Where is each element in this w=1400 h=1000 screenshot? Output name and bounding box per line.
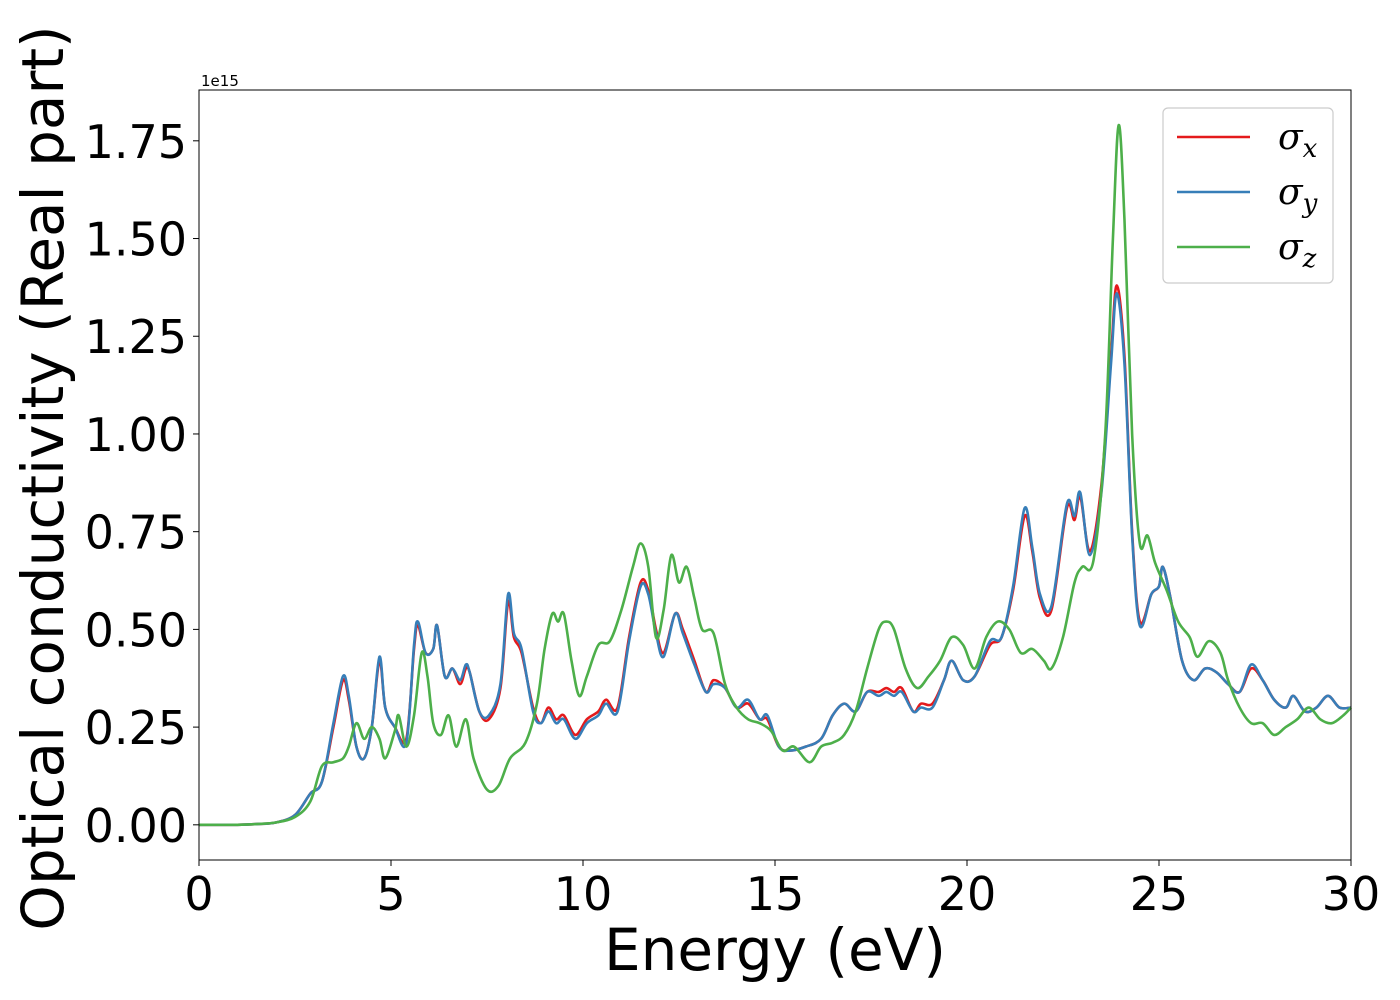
x-tick-label: 25 bbox=[1130, 867, 1189, 921]
series-line-z bbox=[198, 123, 1352, 827]
y-tick-label: 1.00 bbox=[85, 408, 187, 462]
legend-label-y: σy bbox=[1278, 172, 1318, 219]
y-axis-offset-label: 1e15 bbox=[201, 72, 239, 90]
y-tick-label: 0.50 bbox=[85, 603, 187, 657]
x-tick-label: 30 bbox=[1322, 867, 1381, 921]
x-axis: 0 5 10 15 20 25 30 bbox=[184, 860, 1380, 921]
series-layer bbox=[198, 123, 1352, 827]
y-tick-label: 0.25 bbox=[85, 701, 187, 755]
x-tick-label: 5 bbox=[376, 867, 405, 921]
x-tick-label: 15 bbox=[746, 867, 805, 921]
plot-area-background bbox=[199, 90, 1351, 860]
y-axis-title: Optical conductivity (Real part) bbox=[9, 25, 77, 930]
y-tick-label: 1.50 bbox=[85, 213, 187, 267]
x-tick-label: 0 bbox=[184, 867, 213, 921]
y-tick-label: 0.75 bbox=[85, 506, 187, 560]
series-line-y bbox=[198, 291, 1352, 827]
y-tick-label: 1.75 bbox=[85, 115, 187, 169]
x-tick-label: 10 bbox=[554, 867, 613, 921]
y-tick-label: 1.25 bbox=[85, 310, 187, 364]
y-axis: 0.00 0.25 0.50 0.75 1.00 1.25 1.50 1.75 bbox=[85, 115, 199, 853]
y-tick-label: 0.00 bbox=[85, 799, 187, 853]
x-axis-title: Energy (eV) bbox=[604, 916, 946, 984]
x-tick-label: 20 bbox=[938, 867, 997, 921]
legend-box bbox=[1162, 107, 1334, 284]
